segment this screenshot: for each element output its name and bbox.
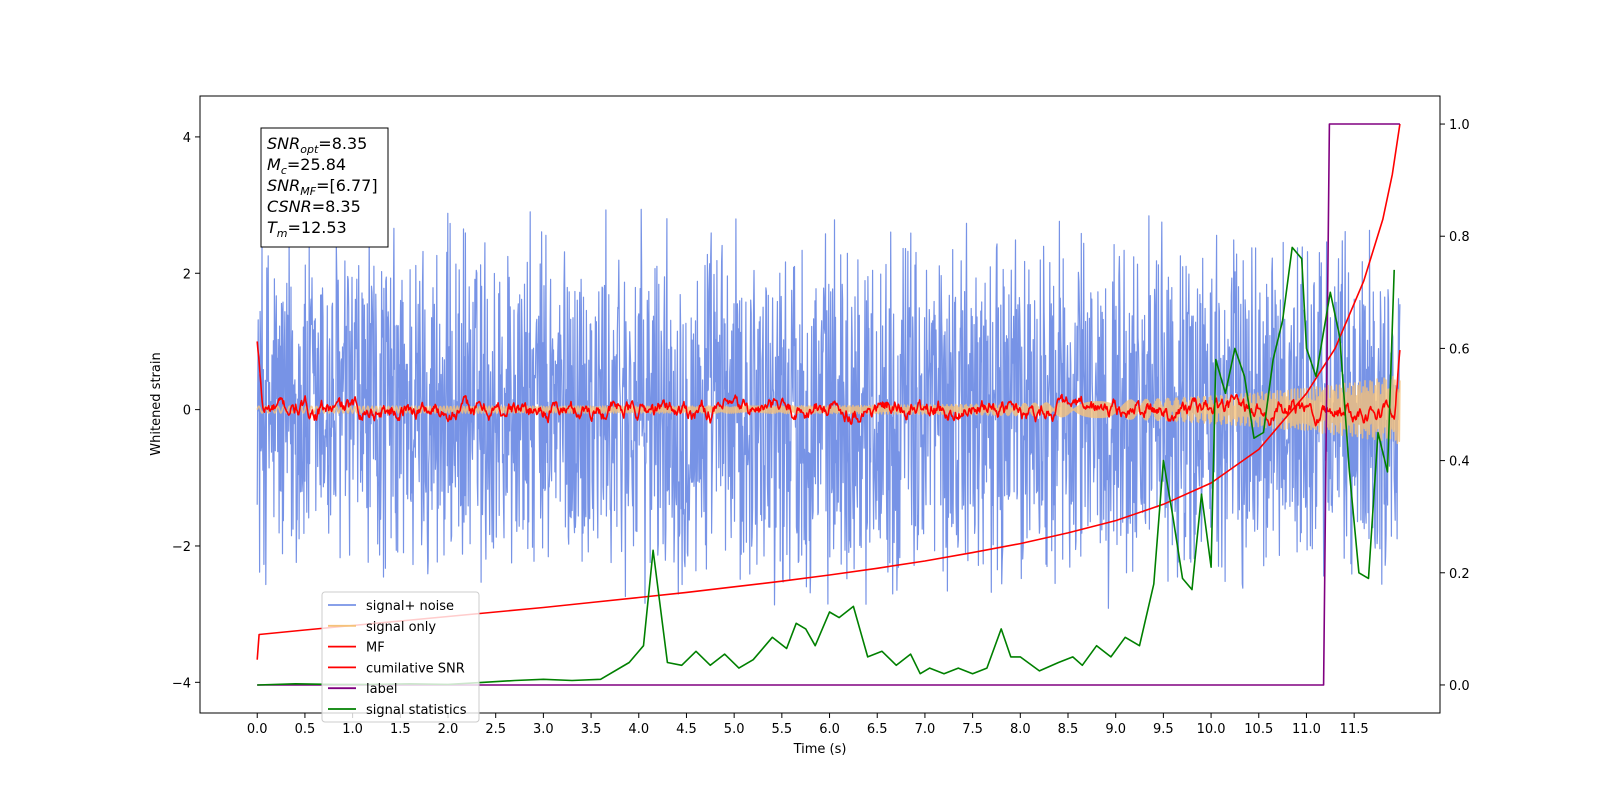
y-axis-label: Whitened strain [149,352,164,455]
y2-tick-label: 0.4 [1449,455,1470,470]
y2-tick-label: 0.2 [1449,567,1470,582]
legend-label: cumilative SNR [366,661,465,676]
x-tick-label: 11.0 [1292,722,1321,737]
annotation-symbol: SNR [267,134,300,153]
x-axis-label: Time (s) [793,742,847,757]
annotation-value: =12.53 [288,218,347,237]
annotation-line: SNRMF=[6.77] [267,176,378,198]
y-axis-left: −4 −2 0 2 4 [172,131,200,691]
annotation-box [260,127,389,248]
y-tick-label: −2 [172,540,191,555]
x-tick-label: 7.0 [915,722,936,737]
x-tick-label: 8.0 [1010,722,1031,737]
legend-label: MF [366,641,385,656]
y2-tick-label: 0.8 [1449,230,1470,245]
annotation-value: =8.35 [318,134,367,153]
x-tick-label: 0.5 [295,722,316,737]
x-tick-label: 3.0 [533,722,554,737]
y-tick-label: 2 [183,267,191,282]
x-tick-label: 10.5 [1244,722,1273,737]
legend-label: signal statistics [366,703,467,718]
y-tick-label: −4 [172,676,191,691]
annotation-line: Tm=12.53 [267,218,347,240]
legend-label: signal only [366,620,436,635]
stats-annotation: SNRopt=8.35Mc=25.84SNRMF=[6.77]CSNR=8.35… [260,127,389,248]
x-tick-label: 2.0 [438,722,459,737]
annotation-line: Mc=25.84 [267,155,346,177]
x-tick-label: 11.5 [1340,722,1369,737]
x-tick-label: 9.0 [1105,722,1126,737]
series-line-0 [256,208,1401,609]
series-line-2 [256,341,1401,427]
annotation-line: CSNR=8.35 [267,197,361,216]
legend-label: signal+ noise [366,599,454,614]
annotation-symbol: CSNR [267,197,312,216]
x-tick-label: 4.0 [628,722,649,737]
x-tick-label: 1.5 [390,722,411,737]
x-tick-label: 3.5 [581,722,602,737]
x-tick-label: 1.0 [342,722,363,737]
x-axis: 0.0 0.5 1.0 1.5 2.0 2.5 3.0 3.5 4.0 4.5 5.0 5.5 6.0 6… [247,713,1369,737]
legend-box [321,591,480,723]
x-tick-label: 5.5 [772,722,793,737]
y-tick-label: 0 [183,404,191,419]
series-line-4 [257,123,1400,686]
x-tick-label: 9.5 [1153,722,1174,737]
y2-tick-label: 0.0 [1449,679,1470,694]
y2-tick-label: 1.0 [1449,118,1470,133]
annotation-line: SNRopt=8.35 [267,134,367,156]
y-tick-label: 4 [183,131,191,146]
legend: signal+ noise signal only MF cumilative SNR… [321,591,480,723]
x-tick-label: 6.5 [867,722,888,737]
annotation-subscript: opt [300,143,319,156]
x-tick-label: 4.5 [676,722,697,737]
x-tick-label: 8.5 [1058,722,1079,737]
annotation-symbol: M [267,155,281,174]
annotation-symbol: T [267,218,278,237]
annotation-subscript: c [281,164,287,177]
axes-frame [199,95,1441,714]
x-tick-label: 2.5 [485,722,506,737]
x-tick-label: 5.0 [724,722,745,737]
x-tick-label: 10.0 [1197,722,1226,737]
annotation-symbol: SNR [267,176,300,195]
legend-label: label [366,682,397,697]
annotation-value: =[6.77] [316,176,378,195]
series-line-5 [257,246,1395,686]
y2-tick-label: 0.6 [1449,342,1470,357]
annotation-subscript: m [277,227,288,240]
annotation-value: =8.35 [312,197,361,216]
annotation-subscript: MF [300,185,316,198]
x-tick-label: 7.5 [962,722,983,737]
y-axis-right: 0.0 0.2 0.4 0.6 0.8 1.0 [1440,118,1470,694]
x-tick-label: 0.0 [247,722,268,737]
annotation-value: =25.84 [287,155,346,174]
x-tick-label: 6.0 [819,722,840,737]
